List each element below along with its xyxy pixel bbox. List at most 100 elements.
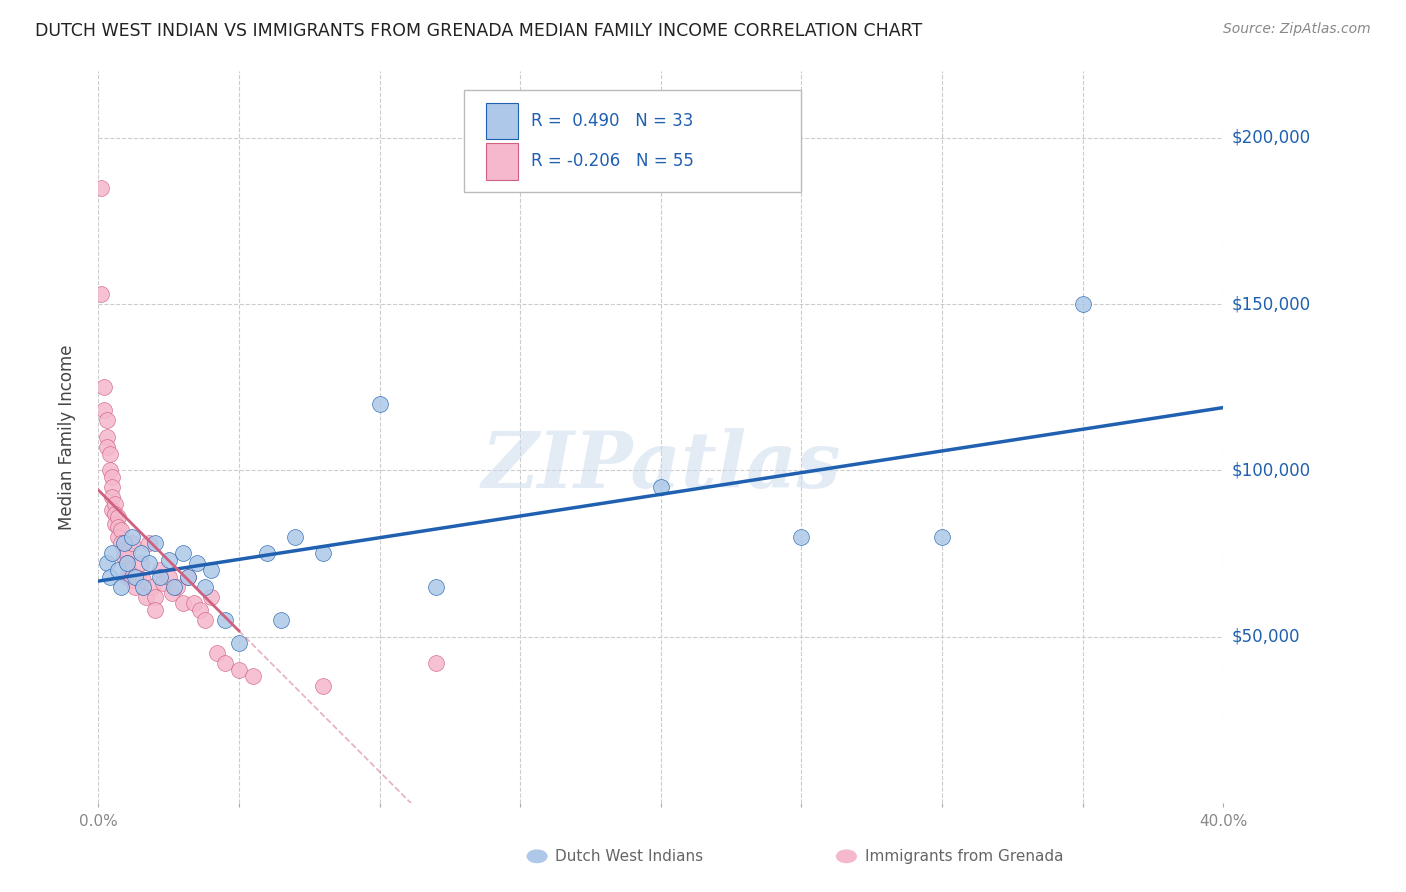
- Point: [112, 549, 135, 564]
- Point: [143, 603, 166, 617]
- Point: [90, 180, 112, 194]
- Point: [177, 570, 200, 584]
- Text: Dutch West Indians: Dutch West Indians: [555, 849, 703, 863]
- Point: [115, 557, 138, 571]
- Point: [121, 530, 143, 544]
- Point: [228, 636, 250, 650]
- Point: [200, 563, 222, 577]
- Point: [118, 563, 141, 577]
- Point: [312, 546, 335, 560]
- Point: [143, 590, 166, 604]
- Point: [101, 470, 124, 484]
- Point: [96, 413, 118, 427]
- Point: [270, 613, 292, 627]
- Point: [256, 546, 278, 560]
- Point: [149, 563, 172, 577]
- Text: ZIPatlas: ZIPatlas: [481, 428, 841, 505]
- Point: [157, 570, 180, 584]
- Point: [186, 557, 208, 571]
- Text: R = -0.206   N = 55: R = -0.206 N = 55: [531, 153, 695, 170]
- Point: [101, 490, 124, 504]
- Point: [104, 516, 127, 531]
- Point: [96, 440, 118, 454]
- Point: [138, 536, 160, 550]
- Point: [101, 480, 124, 494]
- Point: [141, 580, 163, 594]
- Point: [194, 580, 217, 594]
- Bar: [486, 103, 517, 139]
- Point: [284, 530, 307, 544]
- Point: [132, 573, 155, 587]
- Point: [194, 613, 217, 627]
- Point: [98, 447, 121, 461]
- Text: $150,000: $150,000: [1232, 295, 1310, 313]
- Point: [107, 520, 129, 534]
- Point: [98, 570, 121, 584]
- Text: $100,000: $100,000: [1232, 461, 1310, 479]
- Point: [112, 536, 135, 550]
- Point: [242, 669, 264, 683]
- Point: [931, 530, 953, 544]
- Point: [115, 546, 138, 560]
- Point: [96, 557, 118, 571]
- Point: [157, 553, 180, 567]
- Point: [104, 497, 127, 511]
- Bar: [486, 143, 517, 179]
- Point: [107, 563, 129, 577]
- Text: $200,000: $200,000: [1232, 128, 1310, 147]
- Point: [172, 546, 194, 560]
- Point: [121, 536, 143, 550]
- Point: [138, 557, 160, 571]
- Text: DUTCH WEST INDIAN VS IMMIGRANTS FROM GRENADA MEDIAN FAMILY INCOME CORRELATION CH: DUTCH WEST INDIAN VS IMMIGRANTS FROM GRE…: [35, 22, 922, 40]
- Point: [1071, 297, 1094, 311]
- Point: [93, 403, 115, 417]
- FancyBboxPatch shape: [464, 90, 801, 192]
- Point: [183, 596, 205, 610]
- Point: [129, 546, 152, 560]
- Point: [96, 430, 118, 444]
- Point: [214, 613, 236, 627]
- Point: [115, 570, 138, 584]
- Point: [228, 663, 250, 677]
- Point: [101, 503, 124, 517]
- Point: [129, 557, 152, 571]
- Point: [163, 580, 186, 594]
- Point: [104, 507, 127, 521]
- Point: [166, 580, 188, 594]
- Point: [143, 536, 166, 550]
- Text: Immigrants from Grenada: Immigrants from Grenada: [865, 849, 1063, 863]
- Point: [107, 509, 129, 524]
- Point: [124, 580, 146, 594]
- Point: [110, 536, 132, 550]
- Text: Median Family Income: Median Family Income: [58, 344, 76, 530]
- Point: [152, 576, 174, 591]
- Point: [112, 543, 135, 558]
- Point: [132, 580, 155, 594]
- Text: Source: ZipAtlas.com: Source: ZipAtlas.com: [1223, 22, 1371, 37]
- Point: [124, 570, 146, 584]
- Point: [90, 287, 112, 301]
- Point: [149, 570, 172, 584]
- Point: [650, 480, 672, 494]
- Point: [101, 546, 124, 560]
- Point: [205, 646, 228, 660]
- Point: [115, 557, 138, 571]
- Point: [93, 380, 115, 394]
- Point: [110, 523, 132, 537]
- Point: [312, 680, 335, 694]
- Text: $50,000: $50,000: [1232, 628, 1301, 646]
- Point: [425, 580, 447, 594]
- Point: [368, 397, 391, 411]
- Point: [127, 570, 149, 584]
- Point: [98, 463, 121, 477]
- Point: [790, 530, 813, 544]
- Point: [172, 596, 194, 610]
- Point: [177, 570, 200, 584]
- Point: [107, 530, 129, 544]
- Point: [121, 573, 143, 587]
- Text: R =  0.490   N = 33: R = 0.490 N = 33: [531, 112, 693, 130]
- Point: [425, 656, 447, 670]
- Point: [200, 590, 222, 604]
- Point: [135, 590, 157, 604]
- Point: [214, 656, 236, 670]
